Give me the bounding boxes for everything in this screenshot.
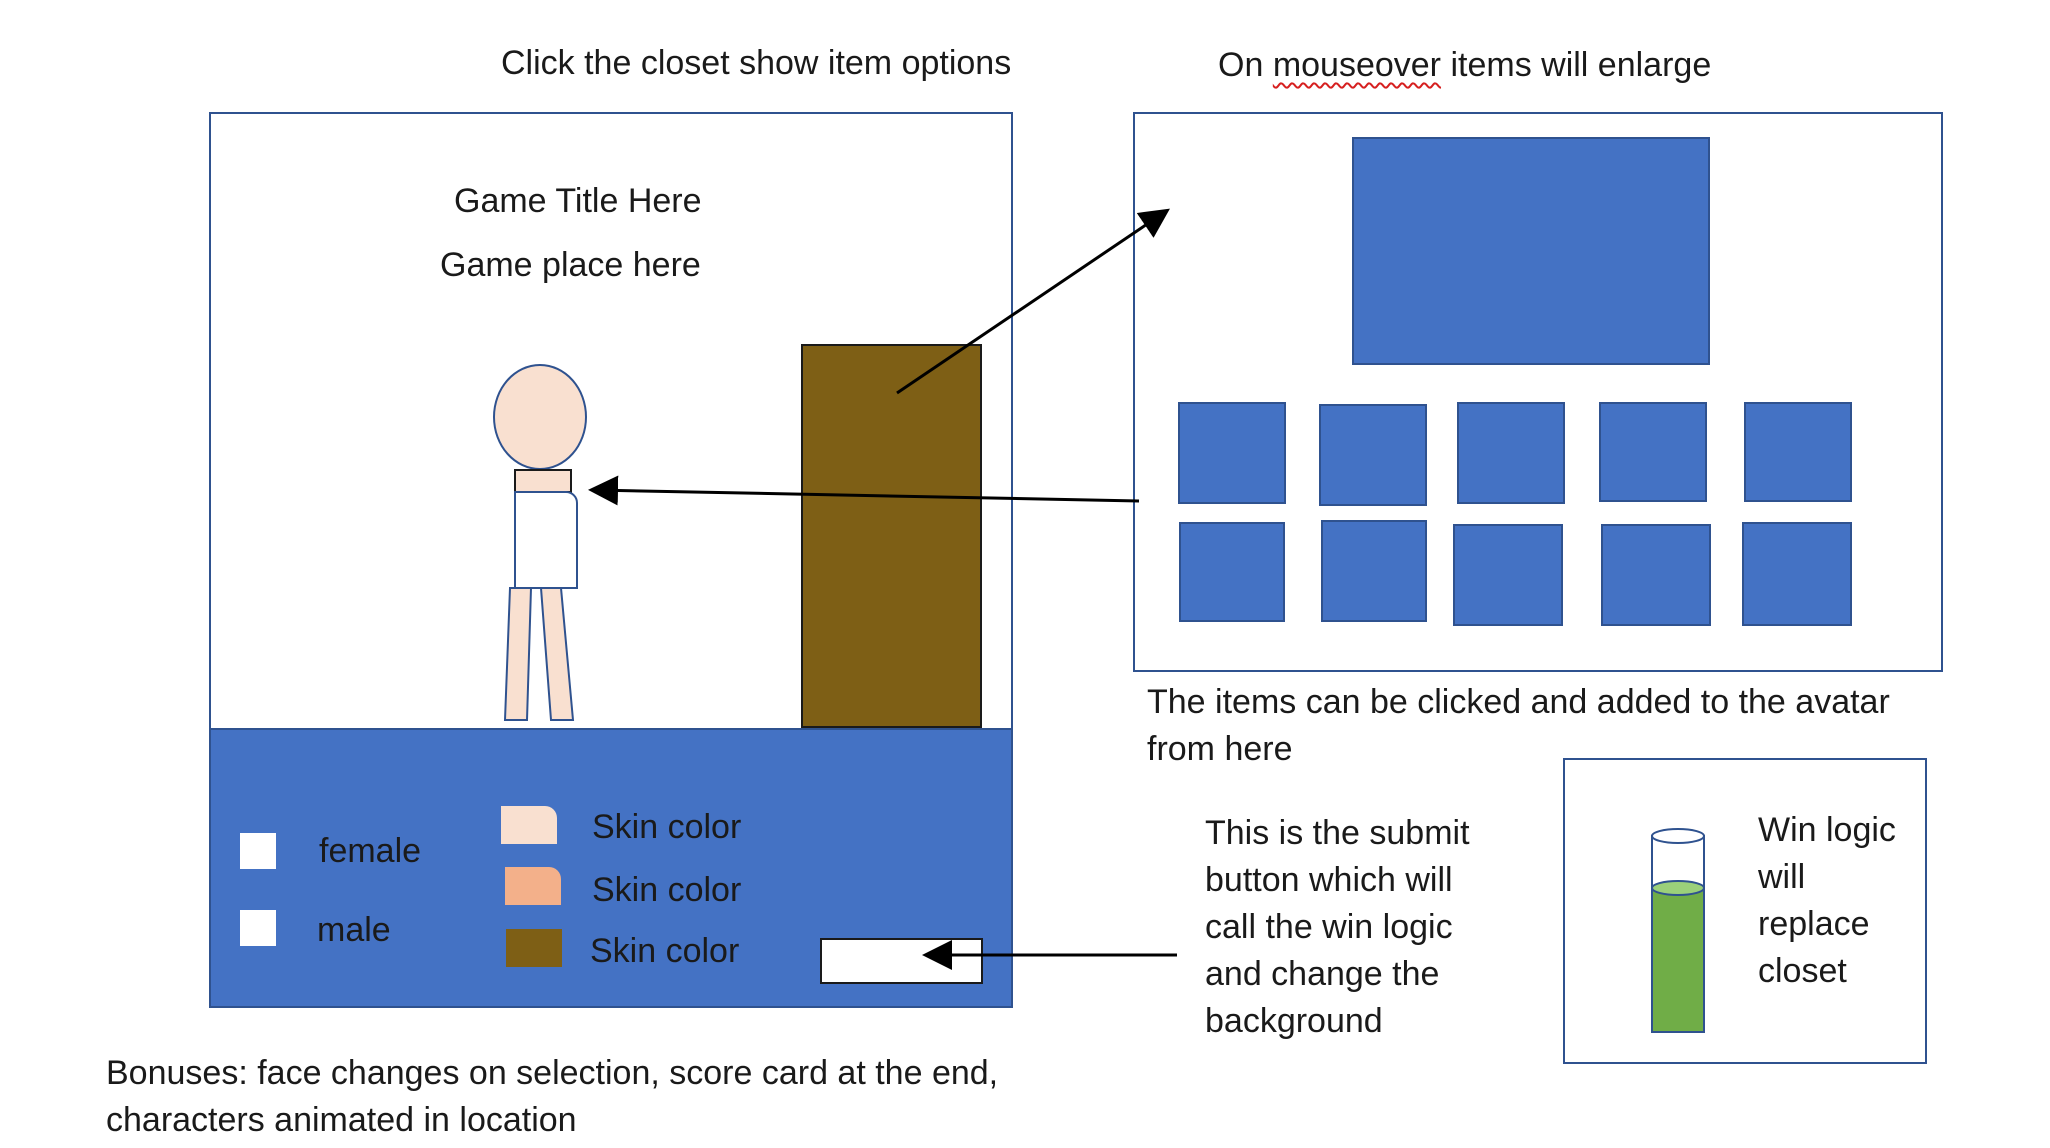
skin-color-label-1: Skin color — [592, 808, 742, 846]
item-tile[interactable] — [1742, 522, 1852, 626]
mouseover-prefix: On — [1218, 46, 1273, 84]
win-logic-note: Win logic will replace closet — [1758, 811, 1896, 990]
game-window: Game Title Here Game place here female m… — [209, 112, 1013, 1008]
closet-click-heading: Click the closet show item options — [501, 44, 1012, 82]
item-options-panel — [1133, 112, 1943, 672]
item-tile[interactable] — [1457, 402, 1565, 504]
item-tile[interactable] — [1179, 522, 1285, 622]
item-tile[interactable] — [1453, 524, 1563, 626]
item-tile[interactable] — [1321, 520, 1427, 622]
item-tile[interactable] — [1599, 402, 1707, 502]
skin-swatch-light[interactable] — [501, 806, 557, 844]
skin-color-label-3: Skin color — [590, 932, 740, 970]
closet-to-panel-arrow — [896, 208, 1170, 395]
mouseover-heading: On mouseover items will enlarge — [1218, 42, 1711, 89]
item-tile[interactable] — [1744, 402, 1852, 502]
item-tile[interactable] — [1319, 404, 1427, 506]
game-title: Game Title Here — [454, 182, 702, 220]
items-to-avatar-arrow — [588, 475, 1140, 506]
avatar-legs[interactable] — [501, 584, 601, 724]
submit-note: This is the submit button which will cal… — [1205, 814, 1470, 1040]
progress-tube-icon — [1651, 828, 1705, 1033]
female-label: female — [319, 832, 422, 870]
item-tile[interactable] — [1178, 402, 1286, 504]
enlarged-item-preview — [1352, 137, 1710, 365]
item-tile[interactable] — [1601, 524, 1711, 626]
items-clickable-note: The items can be clicked and added to th… — [1147, 683, 1890, 768]
female-checkbox[interactable] — [240, 833, 276, 869]
control-panel: female male Skin color Skin color Skin c… — [209, 728, 1013, 1008]
mouseover-suffix: items will enlarge — [1441, 46, 1712, 84]
mouseover-word: mouseover — [1272, 46, 1442, 84]
male-label: male — [317, 911, 391, 949]
closet[interactable] — [801, 344, 982, 728]
bonuses-line-1: Bonuses: face changes on selection, scor… — [106, 1054, 999, 1092]
game-place: Game place here — [440, 246, 701, 284]
submit-button[interactable] — [820, 938, 983, 984]
male-checkbox[interactable] — [240, 910, 276, 946]
skin-swatch-medium[interactable] — [505, 867, 561, 905]
skin-swatch-dark[interactable] — [506, 929, 562, 967]
win-logic-box: Win logic will replace closet — [1563, 758, 1927, 1064]
skin-color-label-2: Skin color — [592, 871, 742, 909]
bonuses-line-2: characters animated in location — [106, 1101, 577, 1139]
